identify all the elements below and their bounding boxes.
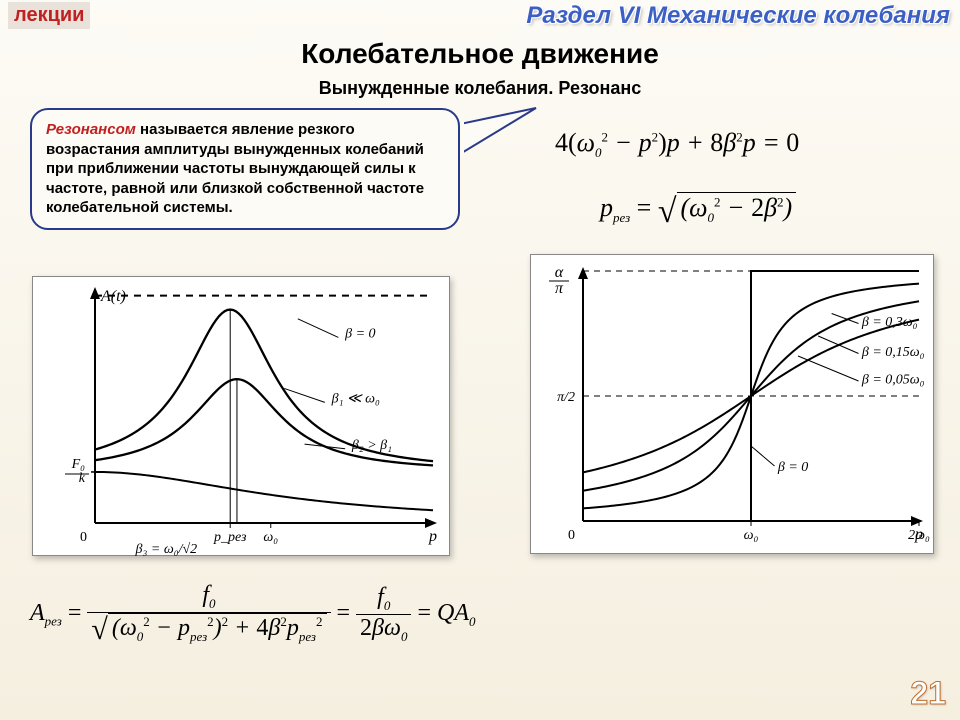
subtitle: Вынужденные колебания. Резонанс (0, 78, 960, 99)
svg-text:0: 0 (568, 528, 575, 543)
svg-text:0: 0 (80, 530, 87, 545)
definition-callout: Резонансом называется явление резкого во… (30, 108, 460, 230)
svg-text:β₃ = ω₀/√2: β₃ = ω₀/√2 (135, 542, 198, 557)
amplitude-chart: A(t)p0F₀kp_резω₀β = 0β₁ ≪ ω₀β₂ > β₁β₃ = … (32, 276, 450, 556)
svg-text:β = 0,15ω₀: β = 0,15ω₀ (861, 345, 925, 360)
equation-1: 4(ω02 − p2)p + 8β2p = 0 (555, 128, 799, 161)
svg-text:β₁ ≪ ω₀: β₁ ≪ ω₀ (331, 391, 380, 406)
svg-text:2ω₀: 2ω₀ (908, 528, 930, 543)
lectures-label: лекции (8, 2, 90, 29)
callout-tail (458, 106, 548, 166)
page-number: 21 (910, 675, 946, 712)
equation-3: Aрез = f0 √(ω02 − pрез2)2 + 4β2pрез2 = f… (30, 582, 476, 647)
svg-text:β = 0,05ω₀: β = 0,05ω₀ (861, 373, 925, 388)
section-title: Раздел VI Механические колебания (526, 2, 950, 30)
phase-chart: απp0π/2ω₀2ω₀β = 0,3ω₀β = 0,15ω₀β = 0,05ω… (530, 254, 934, 554)
svg-text:β₂ > β₁: β₂ > β₁ (351, 438, 392, 453)
svg-text:p_рез: p_рез (213, 530, 247, 545)
svg-text:p: p (428, 528, 437, 545)
svg-text:β = 0: β = 0 (777, 460, 808, 475)
svg-text:ω₀: ω₀ (744, 528, 759, 543)
svg-text:ω₀: ω₀ (263, 530, 278, 545)
definition-term: Резонансом (46, 121, 136, 138)
svg-text:β = 0,3ω₀: β = 0,3ω₀ (861, 315, 918, 330)
svg-text:F₀k: F₀k (71, 457, 86, 486)
main-title: Колебательное движение (0, 38, 960, 70)
equation-2: pрез = √(ω02 − 2β2) (600, 192, 796, 231)
svg-text:π/2: π/2 (557, 390, 575, 405)
svg-text:β = 0: β = 0 (344, 326, 375, 341)
